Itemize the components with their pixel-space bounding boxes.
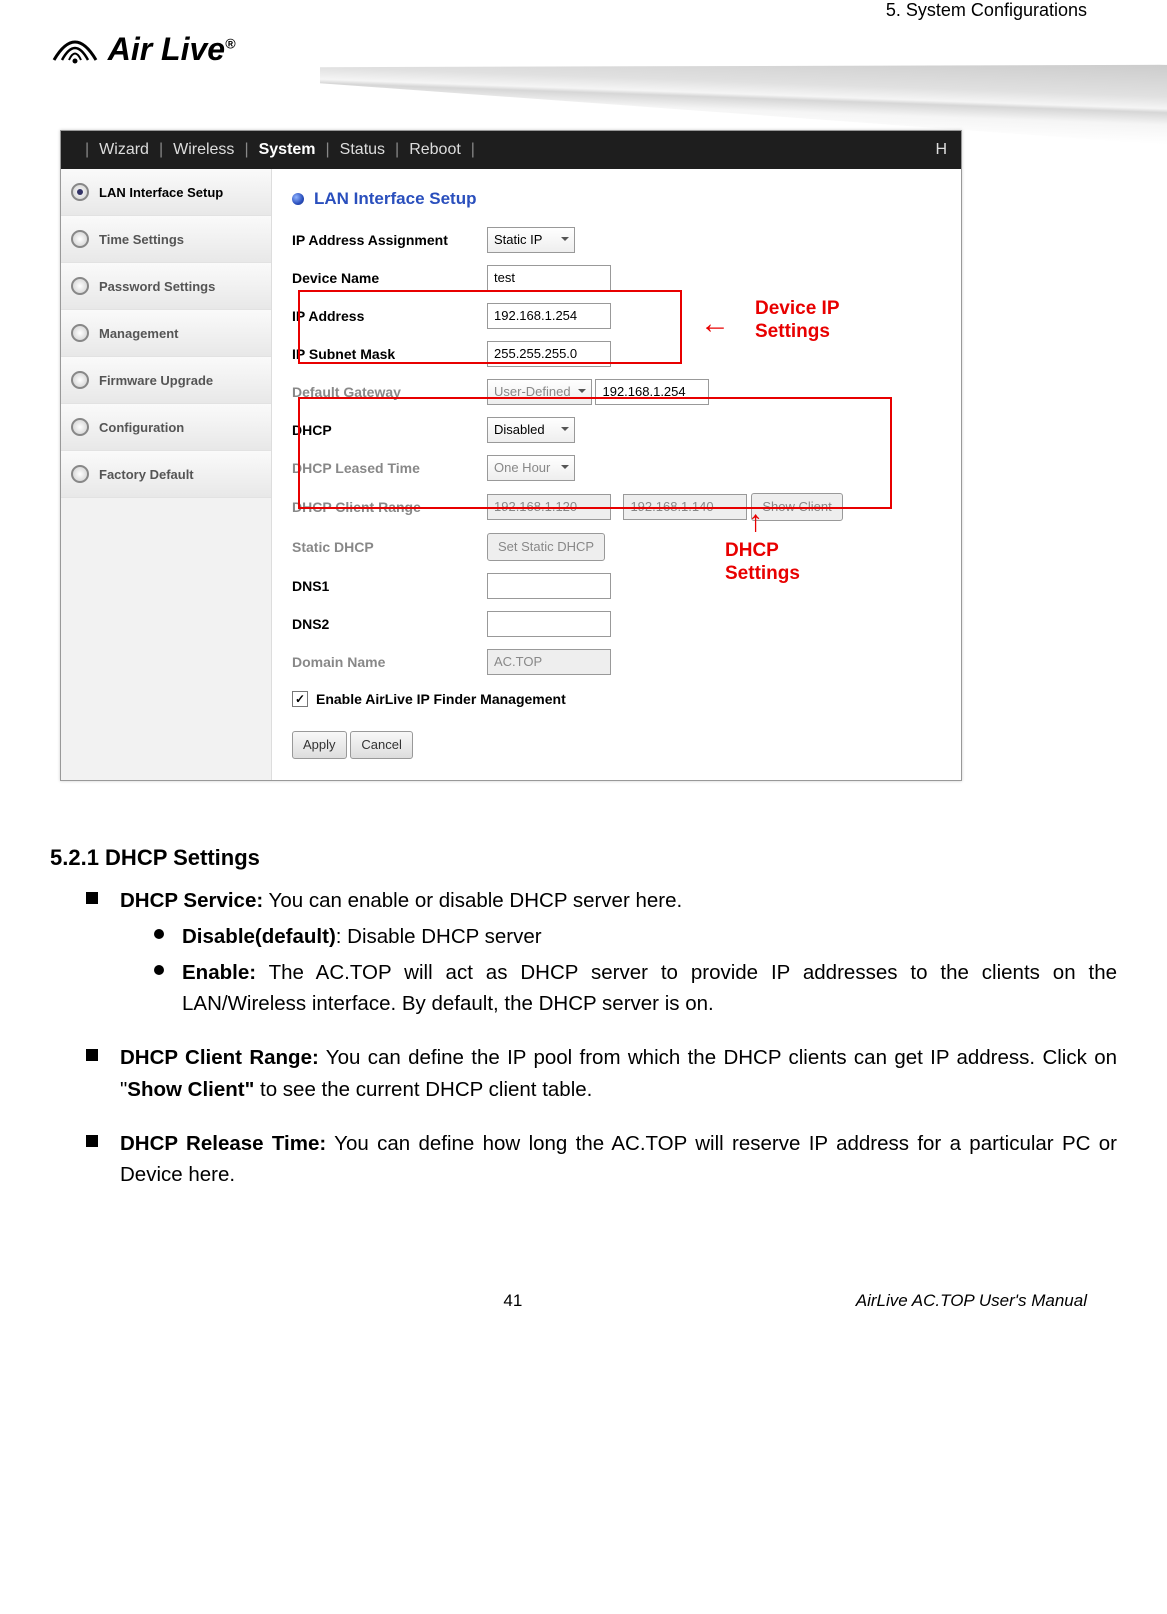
callout-box-device-ip <box>298 290 682 364</box>
nav-status[interactable]: Status <box>340 141 385 159</box>
radio-icon <box>71 183 89 201</box>
row-actions: Apply Cancel <box>292 713 941 765</box>
row-static-dhcp: Static DHCPSet Static DHCP <box>292 527 941 567</box>
dns1-input[interactable] <box>487 573 611 599</box>
screenshot-container: | Wizard | Wireless | System | Status | … <box>60 130 1117 781</box>
subbullet-disable: Disable(default): Disable DHCP server <box>182 921 1117 953</box>
radio-icon <box>71 371 89 389</box>
page-number: 41 <box>503 1291 522 1311</box>
subbullet-enable: Enable: The AC.TOP will act as DHCP serv… <box>182 957 1117 1021</box>
nav-reboot[interactable]: Reboot <box>409 141 461 159</box>
sidebar-lan-interface[interactable]: LAN Interface Setup <box>61 169 271 216</box>
document-body: 5.2.1 DHCP Settings DHCP Service: You ca… <box>50 841 1117 1191</box>
apply-button[interactable]: Apply <box>292 731 347 759</box>
arrow-left-icon: ← <box>700 307 730 341</box>
nav-wizard[interactable]: Wizard <box>99 141 149 159</box>
top-nav: | Wizard | Wireless | System | Status | … <box>61 131 961 169</box>
radio-icon <box>71 465 89 483</box>
section-title: LAN Interface Setup <box>292 184 941 221</box>
row-dns1: DNS1 <box>292 567 941 605</box>
manual-title: AirLive AC.TOP User's Manual <box>856 1291 1087 1311</box>
set-static-dhcp-button[interactable]: Set Static DHCP <box>487 533 605 561</box>
sidebar-factory-default[interactable]: Factory Default <box>61 451 271 498</box>
sidebar-password-settings[interactable]: Password Settings <box>61 263 271 310</box>
section-heading: 5.2.1 DHCP Settings <box>50 841 1117 875</box>
bullet-release-time: DHCP Release Time: You can define how lo… <box>120 1128 1117 1192</box>
radio-icon <box>71 418 89 436</box>
callout-box-dhcp <box>298 397 892 509</box>
sidebar: LAN Interface Setup Time Settings Passwo… <box>61 169 272 780</box>
page-footer: 41 AirLive AC.TOP User's Manual <box>50 1291 1117 1311</box>
decorative-swoosh <box>320 35 1167 145</box>
wifi-icon <box>50 30 100 66</box>
annot-device-ip: Device IPSettings <box>755 298 840 344</box>
cancel-button[interactable]: Cancel <box>350 731 412 759</box>
nav-system[interactable]: System <box>259 141 316 159</box>
domain-name-input[interactable]: AC.TOP <box>487 649 611 675</box>
bullet-client-range: DHCP Client Range: You can define the IP… <box>120 1042 1117 1106</box>
sidebar-configuration[interactable]: Configuration <box>61 404 271 451</box>
annot-dhcp: DHCPSettings <box>725 540 800 586</box>
nav-wireless[interactable]: Wireless <box>173 141 234 159</box>
chapter-title: 5. System Configurations <box>886 0 1087 21</box>
row-dns2: DNS2 <box>292 605 941 643</box>
dns2-input[interactable] <box>487 611 611 637</box>
arrow-up-icon: ↑ <box>748 505 763 539</box>
radio-icon <box>71 277 89 295</box>
ip-assignment-select[interactable]: Static IP <box>487 227 575 253</box>
row-ip-finder: ✓Enable AirLive IP Finder Management <box>292 681 941 713</box>
bullet-dhcp-service: DHCP Service: You can enable or disable … <box>120 885 1117 1020</box>
ip-finder-checkbox[interactable]: ✓ <box>292 691 308 707</box>
sidebar-firmware-upgrade[interactable]: Firmware Upgrade <box>61 357 271 404</box>
bullet-icon <box>292 193 304 205</box>
sidebar-management[interactable]: Management <box>61 310 271 357</box>
brand-logo: Air Live® <box>50 30 235 68</box>
radio-icon <box>71 324 89 342</box>
device-name-input[interactable]: test <box>487 265 611 291</box>
page-header: 5. System Configurations Air Live® <box>50 0 1117 110</box>
radio-icon <box>71 230 89 248</box>
row-domain-name: Domain NameAC.TOP <box>292 643 941 681</box>
sidebar-time-settings[interactable]: Time Settings <box>61 216 271 263</box>
row-ip-assignment: IP Address AssignmentStatic IP <box>292 221 941 259</box>
nav-right: H <box>935 141 947 159</box>
